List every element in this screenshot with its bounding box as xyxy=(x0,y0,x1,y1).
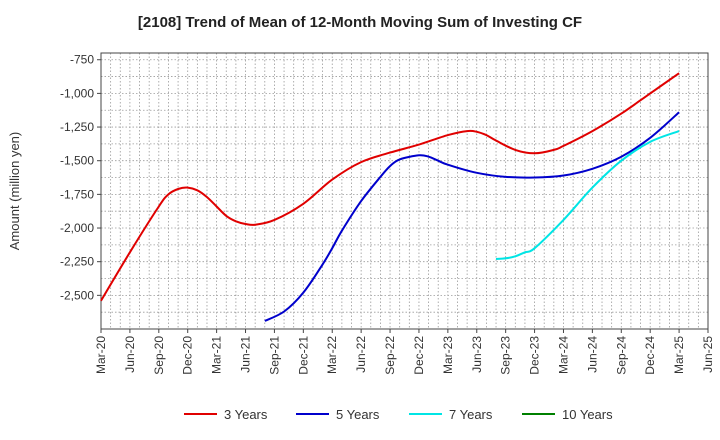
x-tick-label: Jun-21 xyxy=(239,336,253,373)
x-tick-label: Dec-23 xyxy=(528,336,542,375)
legend-label-5-years: 5 Years xyxy=(336,407,380,422)
x-tick-label: Jun-24 xyxy=(585,336,599,373)
x-tick-label: Sep-21 xyxy=(267,336,281,375)
x-tick-label: Dec-20 xyxy=(181,336,195,375)
y-tick-label: -750 xyxy=(70,53,94,67)
x-tick-label: Mar-21 xyxy=(210,336,224,374)
plot-area xyxy=(100,52,709,330)
y-tick-label: -2,000 xyxy=(60,221,94,235)
y-tick-label: -1,750 xyxy=(60,187,94,201)
y-axis-ticks: -750 -1,000 -1,250 -1,500 -1,750 -2,000 -2,250… xyxy=(60,53,101,302)
y-tick-label: -1,000 xyxy=(60,86,94,100)
x-axis-ticks: Mar-20 Jun-20 Sep-20 Dec-20 Mar-21 Jun-21 Sep-… xyxy=(94,329,715,375)
x-tick-label: Mar-24 xyxy=(556,336,570,374)
x-tick-label: Mar-22 xyxy=(325,336,339,374)
y-tick-label: -2,250 xyxy=(60,255,94,269)
x-tick-label: Mar-20 xyxy=(94,336,108,374)
series-line-3-years xyxy=(100,72,680,302)
legend-label-3-years: 3 Years xyxy=(224,407,268,422)
legend-label-7-years: 7 Years xyxy=(449,407,493,422)
x-tick-label: Sep-23 xyxy=(499,336,513,375)
x-tick-label: Sep-22 xyxy=(383,336,397,375)
series-lines xyxy=(100,72,680,322)
x-tick-label: Sep-20 xyxy=(152,336,166,375)
legend: 3 Years 5 Years 7 Years 10 Years xyxy=(184,407,613,422)
y-axis-title: Amount (million yen) xyxy=(7,132,22,251)
series-line-7-years xyxy=(495,130,680,260)
x-tick-label: Dec-24 xyxy=(643,336,657,375)
x-tick-label: Mar-23 xyxy=(441,336,455,374)
x-tick-label: Jun-20 xyxy=(123,336,137,373)
x-tick-label: Jun-25 xyxy=(701,336,715,373)
x-tick-label: Dec-22 xyxy=(412,336,426,375)
series-line-5-years xyxy=(264,111,680,322)
x-tick-label: Mar-25 xyxy=(672,336,686,374)
x-tick-label: Jun-23 xyxy=(470,336,484,373)
y-tick-label: -1,250 xyxy=(60,120,94,134)
x-tick-label: Dec-21 xyxy=(296,336,310,375)
y-tick-label: -1,500 xyxy=(60,154,94,168)
x-tick-label: Sep-24 xyxy=(614,336,628,375)
y-tick-label: -2,500 xyxy=(60,288,94,302)
chart-title: [2108] Trend of Mean of 12-Month Moving … xyxy=(137,14,583,31)
legend-label-10-years: 10 Years xyxy=(562,407,613,422)
x-tick-label: Jun-22 xyxy=(354,336,368,373)
grid-lines xyxy=(101,53,708,329)
